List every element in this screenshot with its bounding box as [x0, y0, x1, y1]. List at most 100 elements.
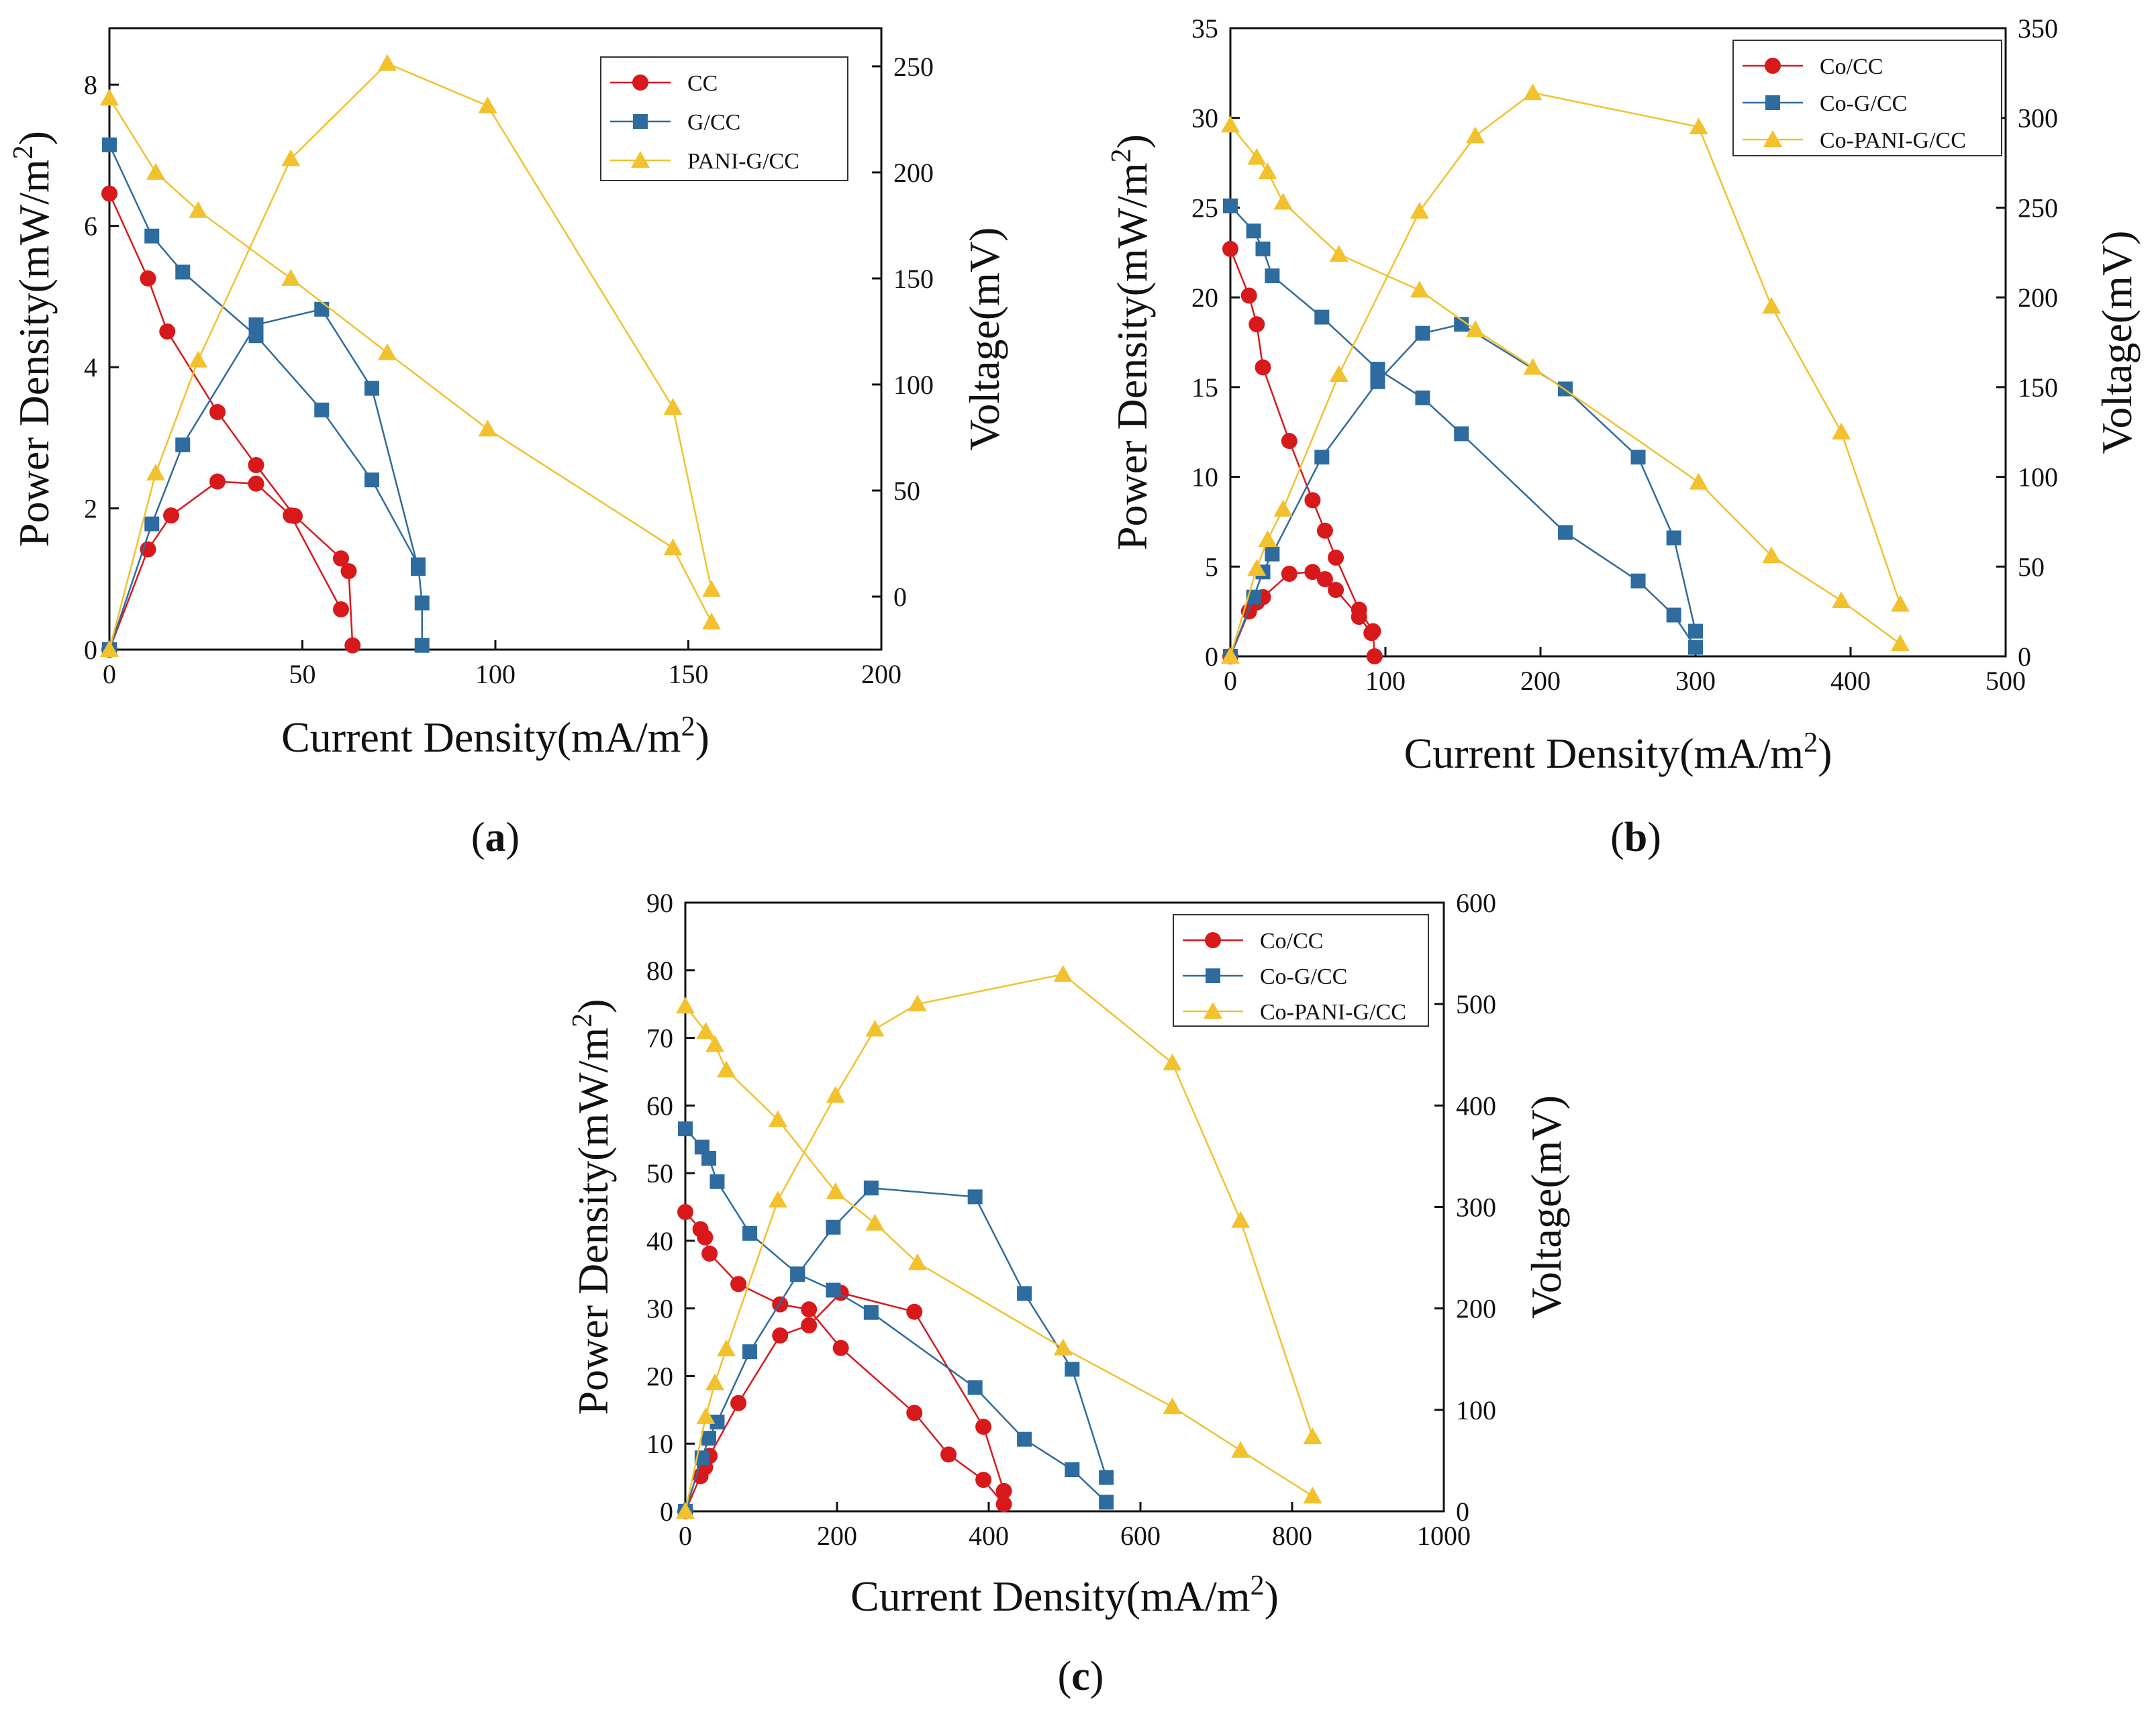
y-tick-label: 0	[660, 1497, 673, 1527]
data-point	[1832, 422, 1851, 440]
data-point	[826, 1219, 841, 1235]
series-g-cc-voltage	[102, 137, 430, 653]
data-point	[175, 264, 191, 280]
data-point	[189, 350, 208, 368]
x-tick-label: 0	[1224, 666, 1237, 696]
data-point	[1465, 320, 1485, 338]
data-point	[717, 1060, 736, 1078]
data-point	[772, 1327, 789, 1344]
legend-marker	[1765, 95, 1780, 110]
series-line	[685, 1211, 1005, 1505]
data-point	[1265, 268, 1280, 284]
data-point	[1258, 162, 1277, 179]
series-line	[1229, 323, 1697, 657]
data-point	[146, 162, 165, 180]
series-co-cc-voltage	[677, 1204, 1012, 1513]
y-tick-label: 20	[646, 1361, 673, 1391]
data-point	[1415, 390, 1430, 405]
panel-label: (a)	[471, 815, 520, 860]
data-point	[1065, 1362, 1080, 1377]
data-point	[1247, 558, 1267, 576]
y-tick-label: 10	[1191, 462, 1218, 493]
data-point	[1454, 317, 1469, 332]
y-tick-label: 25	[1191, 193, 1218, 223]
data-point	[414, 638, 430, 653]
data-point	[344, 637, 361, 654]
legend-marker	[632, 74, 648, 91]
data-point	[1255, 359, 1271, 376]
y2-tick-label: 0	[1456, 1497, 1469, 1527]
panel-label: (b)	[1610, 815, 1661, 860]
data-point	[676, 1502, 695, 1519]
data-point	[1370, 374, 1385, 389]
series-line	[1229, 91, 1902, 657]
data-point	[101, 185, 117, 202]
data-point	[364, 472, 379, 488]
data-point	[1557, 525, 1573, 540]
data-point	[677, 1204, 693, 1221]
data-point	[1065, 1462, 1080, 1478]
series-line	[108, 193, 354, 646]
x-tick-label: 200	[861, 659, 901, 689]
data-point	[1689, 472, 1708, 490]
data-point	[832, 1340, 849, 1356]
y2-tick-label: 250	[2018, 193, 2058, 223]
series-co-g-cc-power	[1223, 317, 1703, 664]
series-co-pani-g-cc-voltage	[676, 997, 1322, 1504]
y2-tick-label: 0	[893, 582, 907, 612]
chart-panel-b: 0 100 200 300 400 500051015202530350501001502…	[1106, 13, 2141, 860]
y-tick-label: 0	[84, 635, 97, 665]
x-tick-label: 100	[1365, 666, 1406, 696]
data-point	[863, 1305, 879, 1320]
data-point	[340, 563, 357, 580]
series-co-g-cc-power	[678, 1180, 1114, 1519]
x-tick-label: 200	[1520, 666, 1561, 696]
data-point	[1273, 193, 1293, 210]
data-point	[1689, 117, 1708, 135]
legend-marker	[1204, 1002, 1222, 1019]
data-point	[248, 457, 264, 474]
data-point	[940, 1446, 957, 1463]
y2-tick-label: 200	[893, 158, 934, 188]
data-point	[705, 1373, 725, 1391]
y-tick-label: 35	[1191, 13, 1218, 44]
data-point	[906, 1303, 923, 1320]
data-point	[1523, 83, 1542, 101]
data-point	[697, 1229, 714, 1246]
y2-tick-label: 250	[893, 52, 934, 82]
legend-entry: Co/CC	[1820, 54, 1883, 79]
data-point	[333, 601, 349, 618]
legend-entry: Co-G/CC	[1820, 91, 1907, 116]
data-point	[144, 516, 160, 532]
y2-tick-label: 600	[1456, 888, 1496, 918]
legend-marker	[1765, 58, 1781, 74]
data-point	[1246, 223, 1261, 239]
data-point	[1454, 426, 1469, 442]
y-tick-label: 20	[1191, 283, 1218, 313]
data-point	[1890, 595, 1910, 612]
y2-tick-label: 200	[2018, 283, 2058, 313]
series-co-g-cc-voltage	[1223, 198, 1703, 655]
data-point	[1762, 546, 1781, 564]
series-co-cc-voltage	[1222, 240, 1383, 664]
data-point	[1666, 607, 1681, 623]
data-point	[1328, 582, 1344, 599]
data-point	[189, 201, 208, 218]
data-point	[863, 1180, 879, 1196]
data-point	[663, 398, 683, 415]
data-point	[1258, 530, 1277, 548]
data-point	[414, 595, 430, 611]
y2-tick-label: 50	[893, 476, 920, 506]
data-point	[826, 1282, 841, 1298]
data-point	[1281, 565, 1297, 582]
data-point	[801, 1317, 818, 1333]
y-tick-label: 40	[646, 1226, 673, 1256]
data-point	[975, 1472, 992, 1488]
x-tick-label: 400	[969, 1521, 1009, 1551]
y-tick-label: 90	[646, 888, 673, 918]
legend: Co/CC Co-G/CC Co-PANI-G/CC	[1732, 40, 2002, 156]
legend-marker	[1206, 968, 1220, 983]
legend: Co/CC Co-G/CC Co-PANI-G/CC	[1173, 914, 1429, 1027]
series-co-pani-g-cc-power	[676, 964, 1322, 1519]
